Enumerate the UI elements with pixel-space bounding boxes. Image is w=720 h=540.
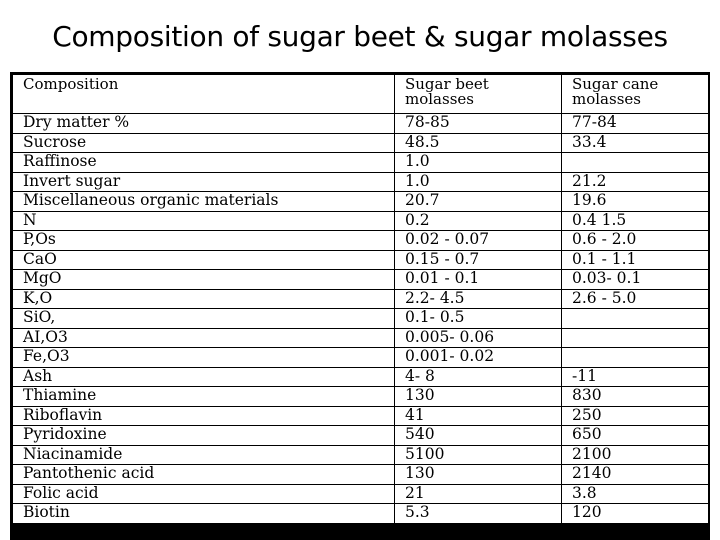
table-row: Fe,O3 0.001- 0.02 bbox=[12, 347, 709, 368]
header-sugar-cane-line1: Sugar cane bbox=[572, 75, 659, 93]
composition-cell: Dry matter % bbox=[12, 113, 395, 134]
sugar-beet-value-cell: 0.02 - 0.07 bbox=[394, 230, 562, 251]
slide-title: Composition of sugar beet & sugar molass… bbox=[52, 20, 668, 53]
table-row: Pyridoxine 540 650 bbox=[12, 425, 709, 446]
table-row: AI,O3 0.005- 0.06 bbox=[12, 327, 709, 348]
sugar-beet-value-cell: 78-85 bbox=[394, 113, 562, 134]
sugar-cane-value-cell: 3.8 bbox=[561, 483, 709, 504]
sugar-cane-value-cell bbox=[561, 347, 709, 368]
table-row: Riboflavin 41 250 bbox=[12, 405, 709, 426]
composition-cell: Folic acid bbox=[12, 483, 395, 504]
sugar-cane-value-cell: 2.6 - 5.0 bbox=[561, 288, 709, 309]
composition-table-frame: Composition Sugar beet molasses Sugar ca… bbox=[10, 72, 710, 540]
sugar-cane-value-cell bbox=[561, 152, 709, 173]
header-sugar-beet-line1: Sugar beet bbox=[405, 75, 489, 93]
composition-cell: AI,O3 bbox=[12, 327, 395, 348]
table-row: Invert sugar 1.0 21.2 bbox=[12, 171, 709, 192]
composition-cell: CaO bbox=[12, 249, 395, 270]
table-row: MgO 0.01 - 0.1 0.03- 0.1 bbox=[12, 269, 709, 290]
sugar-beet-value-cell: 0.2 bbox=[394, 210, 562, 231]
sugar-beet-value-cell: 0.1- 0.5 bbox=[394, 308, 562, 329]
sugar-beet-value-cell: 20.7 bbox=[394, 191, 562, 212]
composition-cell: Sucrose bbox=[12, 132, 395, 153]
table-row: Sucrose 48.5 33.4 bbox=[12, 132, 709, 153]
sugar-cane-value-cell bbox=[561, 327, 709, 348]
sugar-cane-value-cell: 19.6 bbox=[561, 191, 709, 212]
sugar-cane-value-cell: -11 bbox=[561, 366, 709, 387]
table-row: SiO, 0.1- 0.5 bbox=[12, 308, 709, 329]
composition-cell: Fe,O3 bbox=[12, 347, 395, 368]
table-row: Biotin 5.3 120 bbox=[12, 503, 709, 524]
sugar-beet-value-cell: 21 bbox=[394, 483, 562, 504]
table-row: Thiamine 130 830 bbox=[12, 386, 709, 407]
sugar-beet-value-cell: 1.0 bbox=[394, 152, 562, 173]
sugar-beet-value-cell: 0.001- 0.02 bbox=[394, 347, 562, 368]
header-sugar-beet-line2: molasses bbox=[405, 90, 474, 108]
table-row: Ash 4- 8 -11 bbox=[12, 366, 709, 387]
composition-cell: Miscellaneous organic materials bbox=[12, 191, 395, 212]
table-row: Miscellaneous organic materials 20.7 19.6 bbox=[12, 191, 709, 212]
header-composition: Composition bbox=[12, 74, 395, 114]
composition-cell: Raffinose bbox=[12, 152, 395, 173]
composition-cell: Invert sugar bbox=[12, 171, 395, 192]
sugar-cane-value-cell: 830 bbox=[561, 386, 709, 407]
sugar-beet-value-cell: 5.3 bbox=[394, 503, 562, 524]
composition-cell: Pyridoxine bbox=[12, 425, 395, 446]
table-row: Folic acid 21 3.8 bbox=[12, 483, 709, 504]
composition-table: Composition Sugar beet molasses Sugar ca… bbox=[12, 74, 709, 524]
composition-cell: Pantothenic acid bbox=[12, 464, 395, 485]
table-row: Dry matter % 78-85 77-84 bbox=[12, 113, 709, 134]
table-row: K,O 2.2- 4.5 2.6 - 5.0 bbox=[12, 288, 709, 309]
table-row: CaO 0.15 - 0.7 0.1 - 1.1 bbox=[12, 249, 709, 270]
header-sugar-cane-line2: molasses bbox=[572, 90, 641, 108]
sugar-cane-value-cell: 650 bbox=[561, 425, 709, 446]
sugar-cane-value-cell: 2100 bbox=[561, 444, 709, 465]
sugar-beet-value-cell: 41 bbox=[394, 405, 562, 426]
sugar-beet-value-cell: 540 bbox=[394, 425, 562, 446]
table-body: Dry matter % 78-85 77-84 Sucrose 48.5 33.4 Raf… bbox=[12, 113, 709, 524]
sugar-cane-value-cell: 2140 bbox=[561, 464, 709, 485]
sugar-cane-value-cell: 250 bbox=[561, 405, 709, 426]
sugar-beet-value-cell: 4- 8 bbox=[394, 366, 562, 387]
sugar-beet-value-cell: 1.0 bbox=[394, 171, 562, 192]
table-row: Pantothenic acid 130 2140 bbox=[12, 464, 709, 485]
sugar-beet-value-cell: 48.5 bbox=[394, 132, 562, 153]
sugar-beet-value-cell: 2.2- 4.5 bbox=[394, 288, 562, 309]
sugar-beet-value-cell: 5100 bbox=[394, 444, 562, 465]
sugar-cane-value-cell: 21.2 bbox=[561, 171, 709, 192]
sugar-beet-value-cell: 130 bbox=[394, 386, 562, 407]
sugar-beet-value-cell: 130 bbox=[394, 464, 562, 485]
sugar-beet-value-cell: 0.005- 0.06 bbox=[394, 327, 562, 348]
composition-cell: Biotin bbox=[12, 503, 395, 524]
table-row: Niacinamide 5100 2100 bbox=[12, 444, 709, 465]
sugar-beet-value-cell: 0.01 - 0.1 bbox=[394, 269, 562, 290]
table-header-row: Composition Sugar beet molasses Sugar ca… bbox=[12, 74, 709, 114]
table-row: Raffinose 1.0 bbox=[12, 152, 709, 173]
composition-cell: N bbox=[12, 210, 395, 231]
table-row: P,Os 0.02 - 0.07 0.6 - 2.0 bbox=[12, 230, 709, 251]
composition-cell: Thiamine bbox=[12, 386, 395, 407]
composition-cell: MgO bbox=[12, 269, 395, 290]
composition-cell: SiO, bbox=[12, 308, 395, 329]
sugar-cane-value-cell: 120 bbox=[561, 503, 709, 524]
sugar-cane-value-cell: 77-84 bbox=[561, 113, 709, 134]
sugar-cane-value-cell: 0.1 - 1.1 bbox=[561, 249, 709, 270]
sugar-cane-value-cell bbox=[561, 308, 709, 329]
header-sugar-cane-molasses: Sugar cane molasses bbox=[561, 74, 709, 114]
sugar-beet-value-cell: 0.15 - 0.7 bbox=[394, 249, 562, 270]
header-composition-label: Composition bbox=[23, 75, 119, 93]
sugar-cane-value-cell: 0.03- 0.1 bbox=[561, 269, 709, 290]
header-sugar-beet-molasses: Sugar beet molasses bbox=[394, 74, 562, 114]
sugar-cane-value-cell: 0.6 - 2.0 bbox=[561, 230, 709, 251]
sugar-cane-value-cell: 0.4 1.5 bbox=[561, 210, 709, 231]
composition-cell: K,O bbox=[12, 288, 395, 309]
composition-cell: Riboflavin bbox=[12, 405, 395, 426]
composition-cell: Niacinamide bbox=[12, 444, 395, 465]
sugar-cane-value-cell: 33.4 bbox=[561, 132, 709, 153]
table-row: N 0.2 0.4 1.5 bbox=[12, 210, 709, 231]
composition-cell: Ash bbox=[12, 366, 395, 387]
composition-cell: P,Os bbox=[12, 230, 395, 251]
